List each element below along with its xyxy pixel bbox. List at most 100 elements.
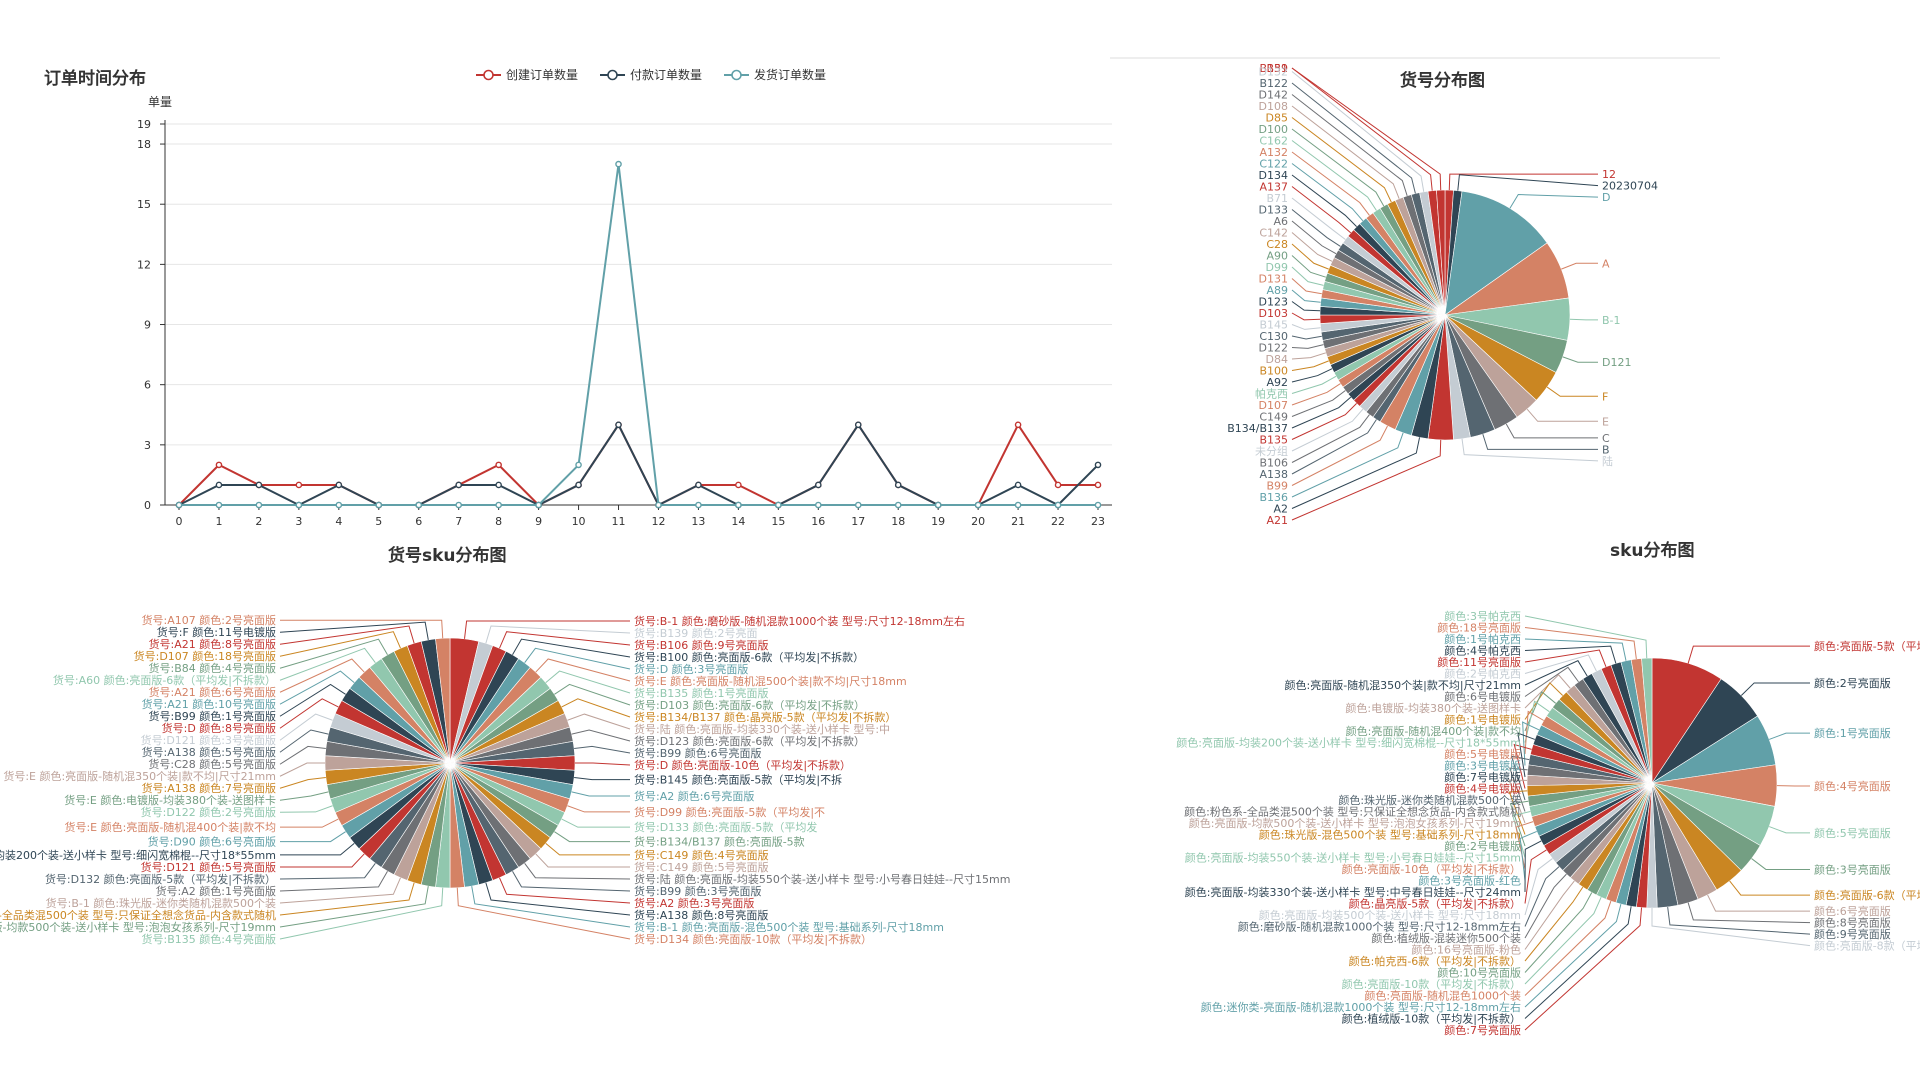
- data-point[interactable]: [655, 501, 662, 509]
- data-point[interactable]: [415, 501, 423, 509]
- data-point[interactable]: [735, 501, 742, 509]
- y-tick-label: 15: [137, 198, 151, 211]
- x-tick-label: 5: [375, 515, 382, 528]
- data-point[interactable]: [495, 461, 502, 469]
- slice-label: C: [1602, 432, 1610, 445]
- data-point[interactable]: [375, 501, 383, 509]
- slice-label: 颜色:3号帕克西: [1444, 609, 1521, 623]
- data-point[interactable]: [1054, 501, 1062, 509]
- data-point[interactable]: [335, 481, 343, 489]
- data-point[interactable]: [455, 481, 462, 489]
- data-point[interactable]: [894, 501, 902, 509]
- data-point[interactable]: [295, 501, 303, 509]
- slice-label: 货号:A60 颜色:亮面版-6款（平均发|不拆款）: [53, 673, 276, 687]
- data-point[interactable]: [695, 481, 702, 489]
- data-point[interactable]: [215, 481, 223, 489]
- x-tick-label: 7: [455, 515, 462, 528]
- slice-label: D132: [1259, 66, 1288, 79]
- label-line: [1524, 886, 1584, 962]
- data-point[interactable]: [215, 461, 223, 469]
- data-point[interactable]: [1014, 481, 1022, 489]
- data-point[interactable]: [455, 501, 462, 509]
- slice-label: 货号:D90 颜色:6号亮面版: [148, 835, 276, 849]
- slice-label: C130: [1259, 330, 1288, 343]
- slice-label: 货号:B-1 颜色:亮面版-均款500个装-送小样卡 型号:泡泡女孩系列-尺寸1…: [0, 920, 276, 934]
- data-point[interactable]: [215, 501, 223, 509]
- label-line: [1482, 433, 1599, 450]
- slice-label: D142: [1259, 89, 1288, 102]
- y-tick-label: 12: [137, 258, 151, 271]
- data-point[interactable]: [815, 481, 822, 489]
- data-point[interactable]: [934, 501, 942, 509]
- slice-label: D107: [1259, 399, 1288, 412]
- data-point[interactable]: [175, 501, 183, 509]
- label-line: [1561, 262, 1598, 270]
- label-line: [279, 886, 429, 928]
- label-line: [1291, 243, 1329, 270]
- slice-label: 货号:D134 颜色:亮面版-10款（平均发|不拆款）: [634, 932, 872, 946]
- data-point[interactable]: [894, 481, 902, 489]
- line-chart-legend[interactable]: 创建订单数量 付款订单数量 发货订单数量: [476, 67, 826, 82]
- data-point[interactable]: [1094, 481, 1102, 489]
- data-point[interactable]: [335, 501, 343, 509]
- data-point[interactable]: [255, 501, 263, 509]
- data-point[interactable]: [974, 501, 982, 509]
- label-line: [1291, 396, 1352, 429]
- pie-slices: [324, 637, 576, 889]
- slice-label: D103: [1259, 307, 1288, 320]
- label-line: [1524, 649, 1607, 667]
- label-line: [1524, 638, 1627, 661]
- slice-label: 货号:A2 颜色:3号亮面版: [634, 896, 754, 910]
- slice-label: 货号:B-1 颜色:亮面版-混色500个装 型号:基础系列-尺寸18mm: [634, 920, 944, 934]
- slice-label: 颜色:2号帕克西: [1444, 667, 1521, 681]
- data-point[interactable]: [615, 160, 622, 168]
- data-point[interactable]: [1094, 501, 1102, 509]
- pie-labels: 货号:B-1 颜色:磨砂版-随机混款1000个装 型号:尺寸12-18mm左右货…: [0, 613, 1010, 946]
- data-point[interactable]: [735, 481, 742, 489]
- data-point[interactable]: [535, 501, 542, 509]
- label-line: [1524, 849, 1547, 904]
- data-point[interactable]: [695, 501, 702, 509]
- data-point[interactable]: [815, 501, 822, 509]
- label-line: [1291, 344, 1324, 349]
- data-point[interactable]: [854, 501, 862, 509]
- pie-slice[interactable]: [1444, 190, 1548, 316]
- data-point[interactable]: [495, 501, 502, 509]
- item-number-pie-chart: 货号分布图 1220230704DAB-1D121FECB陆B139B51D13…: [1227, 62, 1658, 527]
- legend-item-1[interactable]: 付款订单数量: [600, 67, 702, 82]
- label-line: [1291, 67, 1442, 191]
- slice-label: 货号:B139 颜色:2号亮面: [634, 626, 757, 640]
- label-line: [279, 745, 326, 765]
- slice-label: C142: [1259, 227, 1288, 240]
- data-point[interactable]: [1094, 461, 1102, 469]
- x-tick-label: 13: [691, 515, 705, 528]
- slice-label: 颜色:5号电镀版: [1444, 747, 1521, 761]
- label-line: [1291, 197, 1346, 240]
- slice-label: 颜色:亮面版-8款（平均发|不拆款）: [1814, 939, 1920, 953]
- label-line: [279, 871, 388, 892]
- slice-label: 颜色:3号亮面版-红色: [1418, 874, 1521, 888]
- legend-item-2[interactable]: 发货订单数量: [724, 67, 826, 82]
- pie-slices: [1319, 189, 1571, 441]
- data-point[interactable]: [1014, 501, 1022, 509]
- legend-item-0[interactable]: 创建订单数量: [476, 67, 578, 82]
- data-point[interactable]: [575, 481, 582, 489]
- label-line: [1291, 403, 1357, 440]
- data-point[interactable]: [775, 501, 782, 509]
- data-point[interactable]: [255, 481, 263, 489]
- slice-label: 货号:E 颜色:亮面版-随机混400个装|款不均: [64, 820, 276, 834]
- data-point[interactable]: [575, 461, 582, 469]
- slice-label: 颜色:植绒版-10款（平均发|不拆款）: [1342, 1012, 1521, 1026]
- label-line: [1505, 423, 1598, 439]
- slice-label: 颜色:亮面版-均装550个装-送小样卡 型号:小号春日娃娃--尺寸15mm: [1185, 851, 1521, 865]
- data-point[interactable]: [495, 481, 502, 489]
- data-point[interactable]: [615, 421, 622, 429]
- label-line: [1291, 439, 1442, 521]
- data-point[interactable]: [854, 421, 862, 429]
- slice-label: 货号:C149 颜色:4号亮面版: [634, 848, 769, 862]
- data-point[interactable]: [295, 481, 303, 489]
- legend-marker: [731, 69, 742, 81]
- data-point[interactable]: [1054, 481, 1062, 489]
- data-point[interactable]: [1014, 421, 1022, 429]
- legend-label: 付款订单数量: [630, 67, 702, 82]
